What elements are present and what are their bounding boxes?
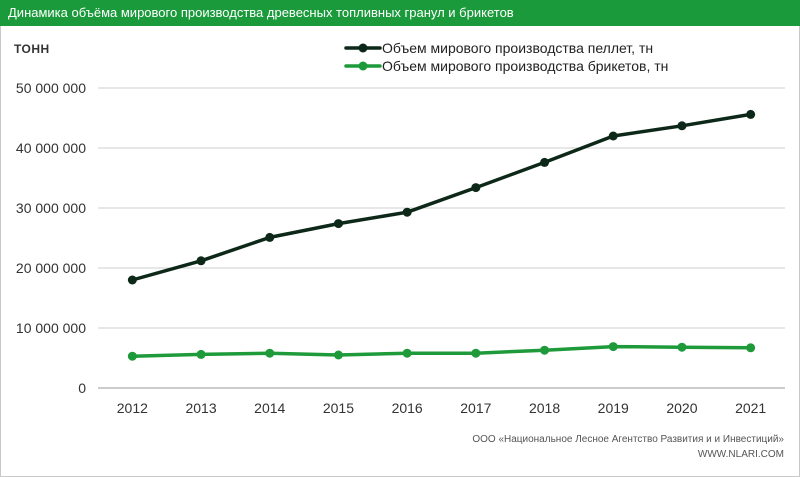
x-tick-label: 2018: [529, 400, 560, 416]
series-1-point: [333, 219, 343, 229]
y-tick-label: 0: [78, 380, 86, 396]
series-2-point: [471, 348, 481, 358]
y-tick-label: 50 000 000: [16, 80, 86, 96]
series-1-point: [402, 207, 412, 217]
y-axis-unit-label: тонн: [14, 42, 50, 56]
x-tick-label: 2016: [392, 400, 423, 416]
chart-title: Динамика объёма мирового производства др…: [8, 5, 514, 20]
series-2-point: [677, 342, 687, 352]
x-tick-label: 2014: [254, 400, 285, 416]
x-tick-label: 2012: [117, 400, 148, 416]
y-tick-label: 40 000 000: [16, 140, 86, 156]
series-2-point: [127, 351, 137, 361]
grid-lines: [98, 87, 785, 389]
x-tick-label: 2013: [185, 400, 216, 416]
legend-marker-1: [358, 43, 368, 53]
series-1-point: [608, 131, 618, 141]
series-line-2: [130, 344, 753, 358]
legend: Объем мирового производства пеллет, тн Об…: [344, 40, 668, 74]
legend-label-2: Объем мирового производства брикетов, тн: [382, 58, 668, 74]
series-1-point: [746, 109, 756, 119]
series-lines: [127, 109, 756, 361]
x-tick-labels: 2012 2013 2014 2015 2016 2017 2018 2019 2020 2021: [117, 400, 767, 416]
footer-organization: ООО «Национальное Лесное Агентство Разви…: [472, 434, 784, 445]
series-2-point: [540, 345, 550, 355]
title-bar: Динамика объёма мирового производства др…: [0, 0, 800, 26]
y-tick-label: 30 000 000: [16, 200, 86, 216]
series-2-point: [746, 343, 756, 353]
x-tick-label: 2020: [666, 400, 697, 416]
series-2-point: [265, 348, 275, 358]
legend-label-1: Объем мирового производства пеллет, тн: [382, 40, 653, 56]
y-tick-labels: 0 10 000 000 20 000 000 30 000 000 40 000 00…: [16, 80, 86, 396]
x-tick-label: 2015: [323, 400, 354, 416]
series-1-point: [265, 232, 275, 242]
x-tick-label: 2017: [460, 400, 491, 416]
y-tick-label: 20 000 000: [16, 260, 86, 276]
series-2-point: [333, 350, 343, 360]
x-tick-label: 2021: [735, 400, 766, 416]
series-1-point: [540, 157, 550, 167]
series-1-point: [127, 275, 137, 285]
series-1-point: [196, 256, 206, 266]
series-2-point: [402, 348, 412, 358]
y-tick-label: 10 000 000: [16, 320, 86, 336]
series-1-point: [471, 183, 481, 193]
series-2-point: [196, 349, 206, 359]
series-1-point: [677, 121, 687, 131]
legend-marker-2: [358, 61, 368, 71]
series-2-point: [608, 342, 618, 352]
series-line-1: [130, 112, 753, 282]
x-tick-label: 2019: [598, 400, 629, 416]
footer-website: WWW.NLARI.COM: [697, 449, 784, 460]
